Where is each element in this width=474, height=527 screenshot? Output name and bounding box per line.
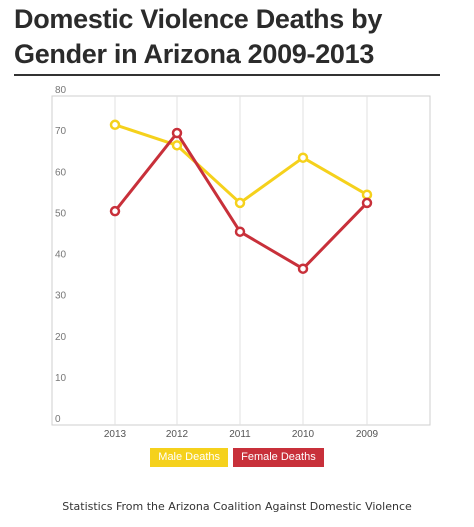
y-tick-label: 0 xyxy=(55,414,61,425)
y-tick-label: 40 xyxy=(55,250,67,261)
x-tick-label: 2012 xyxy=(166,429,189,440)
data-point-male-2011 xyxy=(234,197,246,209)
legend-item-female: Female Deaths xyxy=(233,448,324,467)
source-note: Statistics From the Arizona Coalition Ag… xyxy=(62,500,412,513)
data-point-female-2010 xyxy=(297,263,309,274)
legend: Male Deaths Female Deaths xyxy=(0,448,474,467)
y-tick-label: 30 xyxy=(55,291,67,302)
x-tick-label: 2011 xyxy=(229,429,251,440)
plot-frame xyxy=(51,95,431,426)
title-divider xyxy=(14,74,440,76)
data-point-female-2013 xyxy=(109,205,121,217)
line-chart: 0 10 20 30 40 50 60 70 80 2013 2012 2011 2010 2009 xyxy=(51,85,431,440)
y-tick-label: 20 xyxy=(55,332,67,343)
y-tick-label: 70 xyxy=(55,126,67,137)
y-tick-label: 10 xyxy=(55,373,67,384)
y-tick-label: 50 xyxy=(55,208,67,219)
y-tick-label: 60 xyxy=(55,167,67,178)
x-tick-label: 2013 xyxy=(104,429,127,440)
data-point-female-2012 xyxy=(171,127,183,139)
x-tick-label: 2010 xyxy=(292,429,315,440)
x-tick-label: 2009 xyxy=(356,429,379,440)
data-point-male-2012 xyxy=(171,140,183,151)
y-tick-label: 80 xyxy=(55,85,67,96)
legend-item-male: Male Deaths xyxy=(150,448,229,467)
data-point-female-2009 xyxy=(361,197,373,209)
data-point-male-2009 xyxy=(361,189,373,200)
chart-title: Domestic Violence Deaths by Gender in Ar… xyxy=(14,4,383,69)
data-point-male-2013 xyxy=(109,119,121,131)
data-point-female-2011 xyxy=(234,226,246,237)
data-point-male-2010 xyxy=(297,152,309,163)
